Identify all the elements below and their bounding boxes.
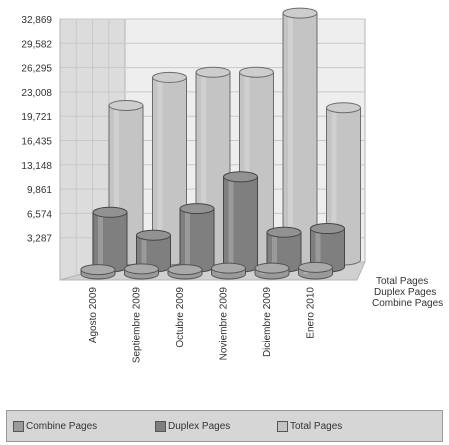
legend-label: Combine Pages: [26, 420, 98, 432]
x-axis: Agosto 2009 Septiembre 2009 Octubre 2009 No…: [88, 287, 317, 364]
cylinder-top: [223, 171, 258, 183]
bar-combine-pages: [80, 264, 116, 280]
cylinder-top: [179, 203, 215, 215]
bar-combine-pages: [254, 262, 290, 280]
y-tick-label: 9,861: [27, 185, 52, 196]
cylinder-highlight: [272, 232, 277, 267]
depth-axis-label: Total Pages: [376, 276, 428, 287]
y-tick-label: 6,574: [27, 209, 52, 220]
legend-swatch-total: [277, 420, 288, 432]
x-tick-label: Enero 2010: [306, 287, 317, 339]
cylinder-highlight: [185, 208, 190, 267]
x-tick-label: Agosto 2009: [88, 287, 99, 344]
depth-axis-label: Combine Pages: [372, 298, 443, 309]
legend-item-duplex-pages: Duplex Pages: [155, 419, 230, 433]
cylinder-top: [282, 7, 318, 19]
bar-combine-pages: [124, 263, 159, 280]
plot-bars: [80, 7, 361, 280]
y-tick-label: 26,295: [21, 64, 52, 75]
legend-swatch-combine: [13, 420, 24, 432]
y-tick-label: 23,008: [21, 88, 52, 99]
cylinder-top: [326, 102, 361, 114]
legend-item-total-pages: Total Pages: [277, 419, 342, 433]
cylinder-highlight: [141, 235, 147, 267]
cylinder-top: [195, 66, 231, 78]
cylinder-top: [108, 99, 144, 111]
cylinder-highlight: [244, 72, 250, 260]
legend-swatch-duplex: [155, 420, 166, 432]
y-tick-label: 3,287: [27, 234, 52, 245]
depth-axis-label: Duplex Pages: [374, 287, 436, 298]
cylinder-top: [254, 262, 290, 274]
legend-item-combine-pages: Combine Pages: [13, 419, 97, 433]
cylinder-top: [266, 226, 302, 238]
cylinder-top: [124, 263, 159, 275]
chart-svg: 3,287 6,574 9,861 13,148 16,435 19,721 23,008 2…: [21, 7, 443, 364]
bar-combine-pages: [211, 262, 246, 280]
y-tick-label: 13,148: [21, 161, 52, 172]
chart-area: 3,287 6,574 9,861 13,148 16,435 19,721 23,008 2…: [21, 7, 443, 364]
bar-combine-pages: [298, 261, 333, 280]
cylinder-highlight: [98, 212, 103, 267]
bar-total-pages: [282, 7, 318, 266]
cylinder-top: [167, 264, 203, 276]
y-tick-label: 32,869: [21, 15, 52, 26]
bar-combine-pages: [167, 264, 203, 280]
bar-duplex-pages: [92, 206, 128, 273]
x-tick-label: Diciembre 2009: [262, 287, 273, 357]
cylinder-top: [136, 229, 171, 241]
cylinder-highlight: [157, 77, 163, 261]
cylinder-highlight: [201, 72, 206, 260]
cylinder-top: [152, 71, 187, 83]
x-tick-label: Septiembre 2009: [132, 287, 143, 364]
x-tick-label: Octubre 2009: [175, 287, 186, 348]
cylinder-top: [298, 261, 333, 273]
cylinder-highlight: [114, 105, 119, 260]
y-tick-label: 29,582: [21, 39, 52, 50]
legend: Combine Pages Duplex Pages Total Pages: [6, 410, 443, 442]
bar-duplex-pages: [223, 171, 258, 273]
cylinder-highlight: [288, 13, 293, 260]
cylinder-top: [239, 66, 274, 78]
y-axis: 3,287 6,574 9,861 13,148 16,435 19,721 23,008 2…: [21, 15, 52, 245]
legend-label: Total Pages: [290, 420, 343, 432]
cylinder-top: [310, 223, 345, 235]
x-tick-label: Noviembre 2009: [219, 287, 230, 361]
cylinder-top: [80, 264, 116, 276]
cylinder-highlight: [315, 228, 321, 267]
legend-label: Duplex Pages: [168, 420, 231, 432]
bar-duplex-pages: [179, 203, 215, 273]
y-tick-label: 19,721: [21, 112, 52, 123]
cylinder-highlight: [228, 176, 234, 267]
cylinder-top: [211, 262, 246, 274]
y-tick-label: 16,435: [21, 136, 52, 147]
cylinder-highlight: [331, 107, 337, 260]
cylinder-top: [92, 206, 128, 218]
